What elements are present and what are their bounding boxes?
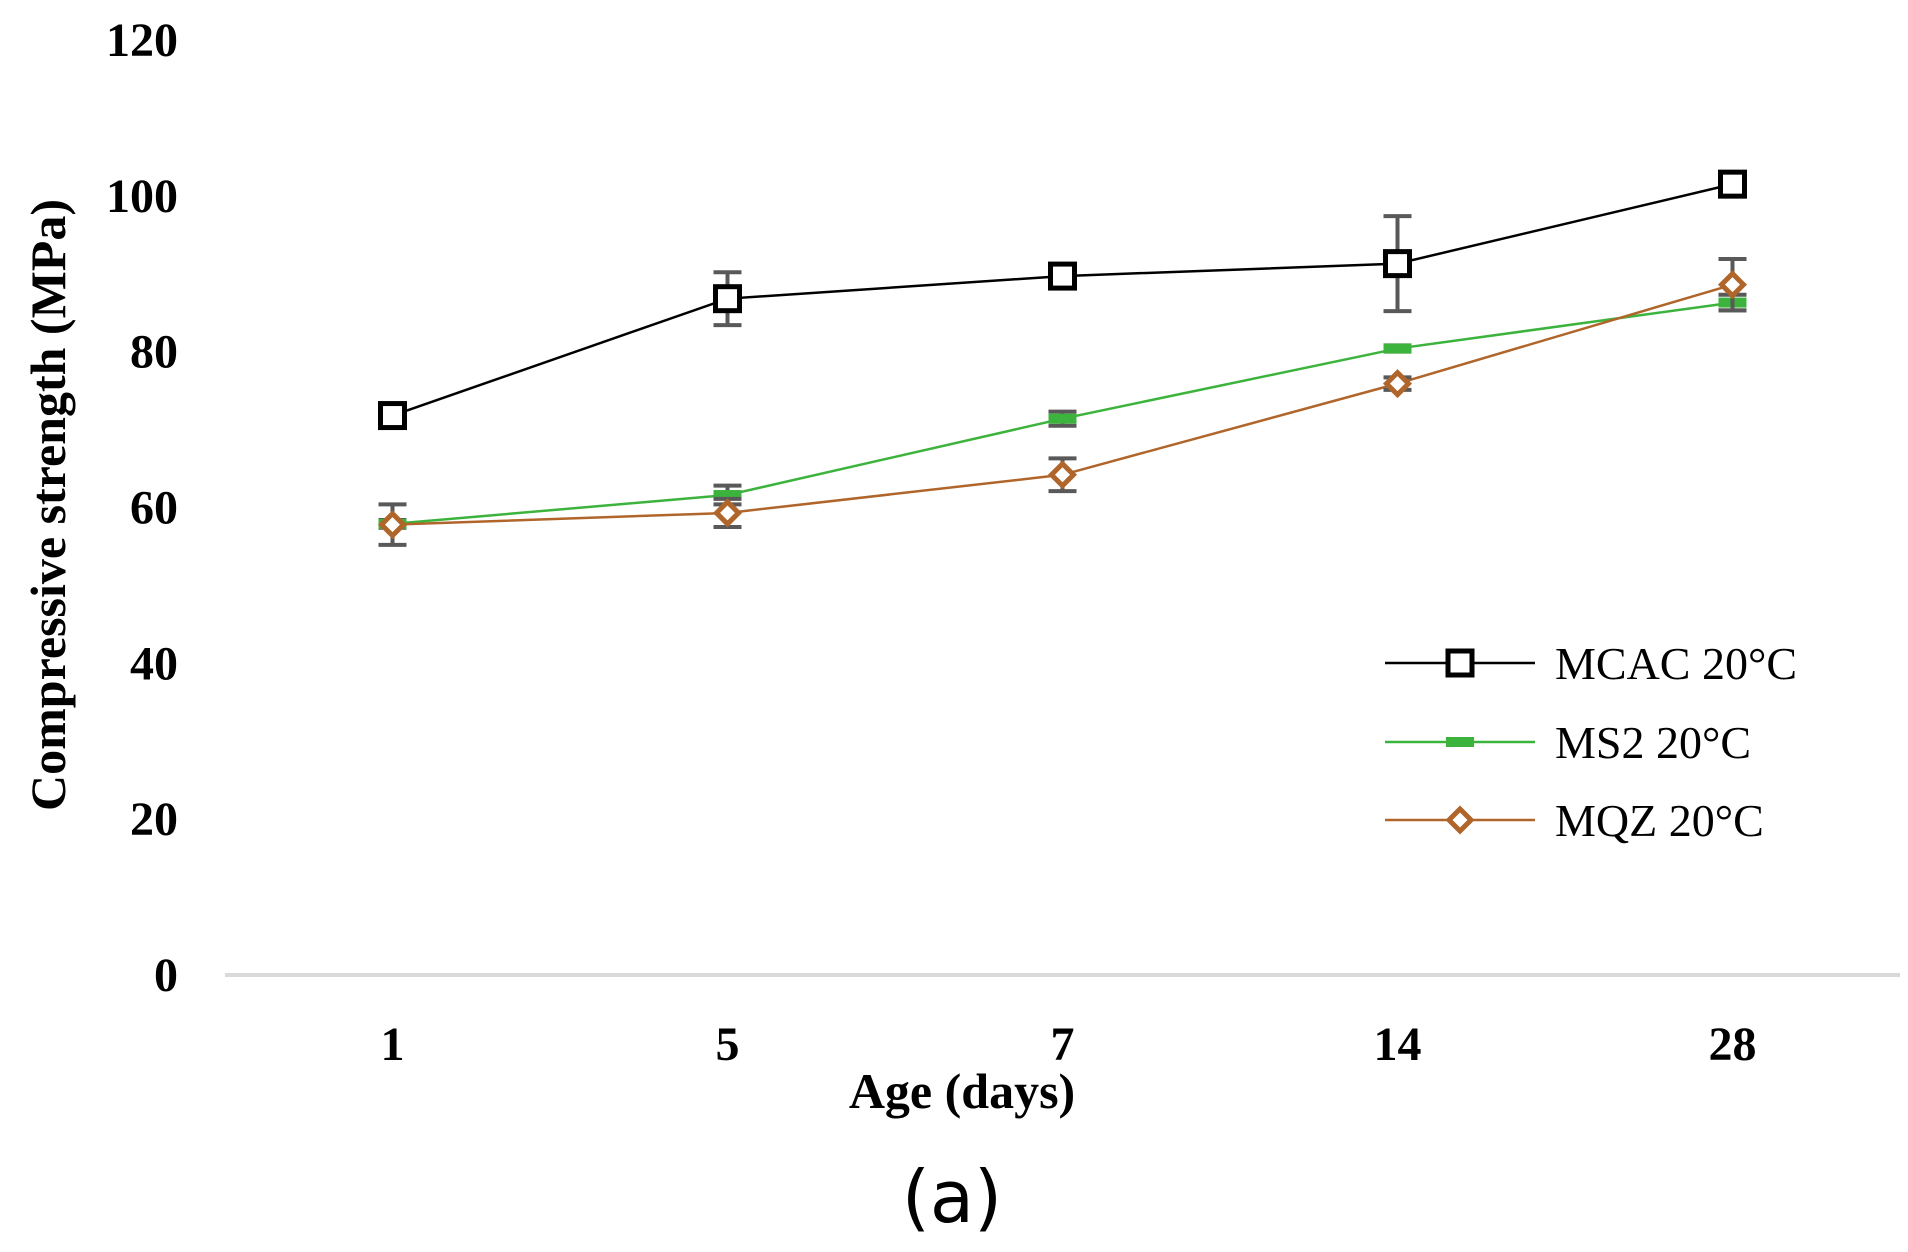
data-point <box>1048 261 1077 291</box>
data-point <box>713 490 742 501</box>
data-point <box>713 284 742 314</box>
data-point <box>1718 169 1747 199</box>
x-tick-label: 5 <box>716 1018 740 1071</box>
x-tick-label: 7 <box>1051 1018 1075 1071</box>
y-axis-ticks: 0 20 40 60 80 100 120 <box>106 14 178 1002</box>
legend-marker <box>1445 648 1475 678</box>
y-tick-label: 0 <box>154 949 178 1002</box>
x-tick-label: 14 <box>1374 1018 1422 1071</box>
legend-item: MCAC 20°C <box>1385 638 1797 689</box>
data-point <box>1048 413 1077 424</box>
legend-item: MQZ 20°C <box>1385 795 1764 846</box>
data-point <box>1382 369 1413 399</box>
panel-label: (a) <box>902 1155 1002 1239</box>
y-tick-label: 100 <box>106 170 178 223</box>
legend-label: MQZ 20°C <box>1555 795 1764 846</box>
data-point <box>1383 249 1412 279</box>
data-point <box>1047 460 1078 490</box>
legend-item: MS2 20°C <box>1385 717 1751 768</box>
data-point <box>377 510 408 540</box>
data-point <box>378 401 407 431</box>
data-point <box>1383 343 1412 354</box>
data-point <box>712 498 743 528</box>
y-tick-label: 60 <box>130 482 178 535</box>
legend: MCAC 20°C MS2 20°C MQZ 20°C <box>1385 638 1797 846</box>
y-axis-title: Compressive strength (MPa) <box>20 199 76 811</box>
legend-marker <box>1445 805 1475 835</box>
legend-label: MS2 20°C <box>1555 717 1751 768</box>
y-tick-label: 40 <box>130 637 178 690</box>
series-2 <box>377 256 1748 547</box>
series-line <box>392 182 1733 417</box>
series-0 <box>378 169 1747 431</box>
x-axis-ticks: 1 5 7 14 28 <box>381 1018 1757 1071</box>
y-tick-label: 80 <box>130 326 178 379</box>
x-axis-title: Age (days) <box>849 1063 1075 1119</box>
series-layer <box>377 169 1748 547</box>
y-tick-label: 120 <box>106 14 178 67</box>
x-tick-label: 1 <box>381 1018 405 1071</box>
y-tick-label: 20 <box>130 793 178 846</box>
legend-label: MCAC 20°C <box>1555 638 1797 689</box>
series-1 <box>378 292 1747 530</box>
x-tick-label: 28 <box>1709 1018 1757 1071</box>
data-point <box>1717 270 1748 300</box>
legend-marker <box>1446 737 1474 747</box>
